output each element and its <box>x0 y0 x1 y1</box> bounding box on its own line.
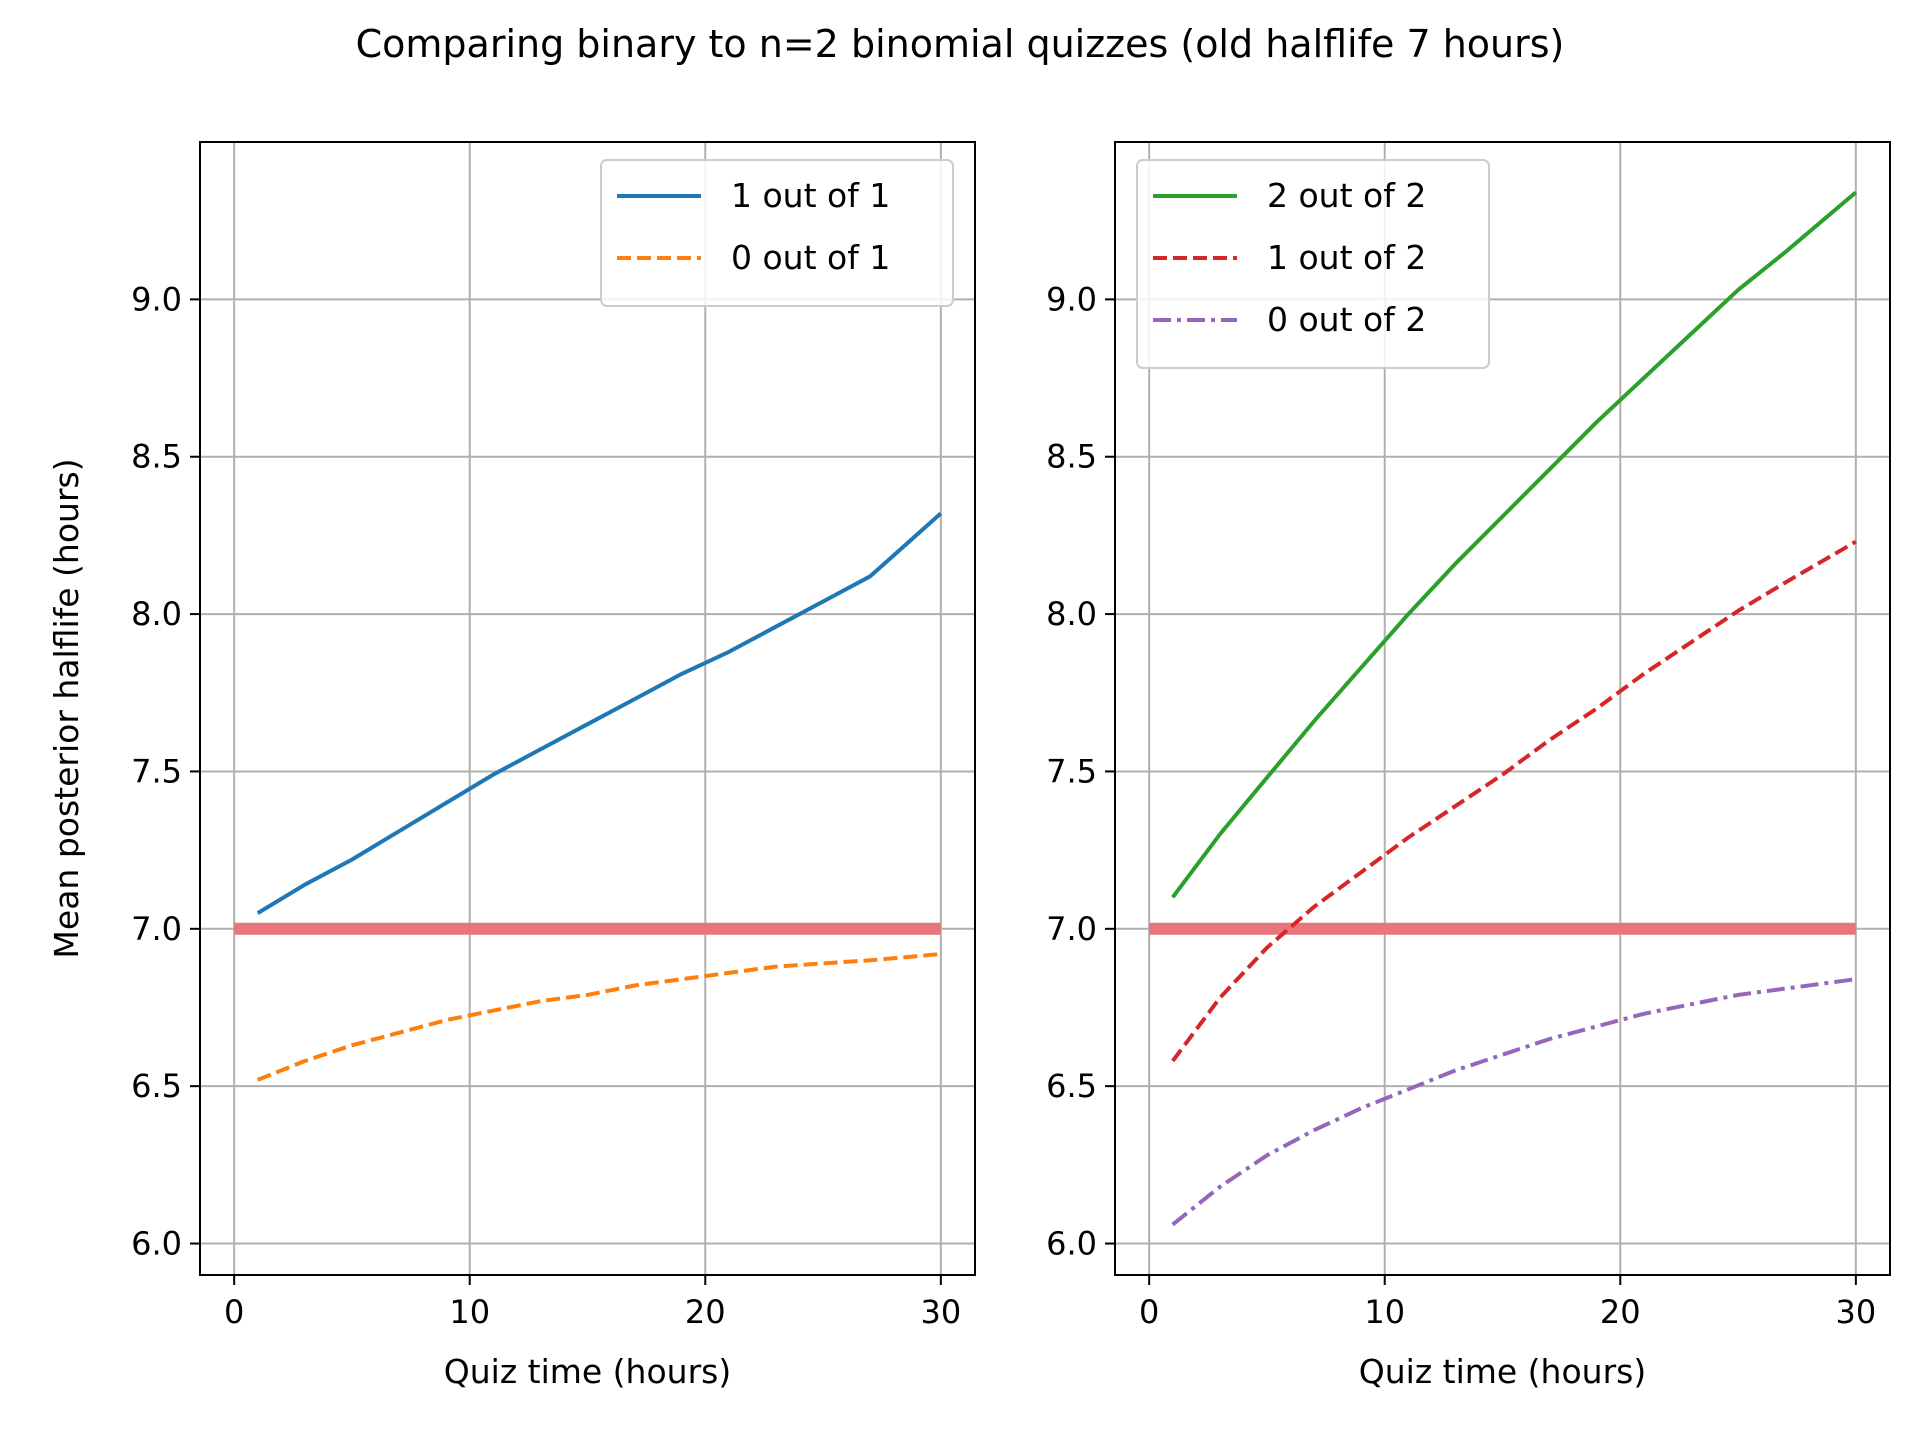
y-tick-label: 9.0 <box>1046 280 1097 318</box>
y-tick-label: 8.5 <box>1046 438 1097 476</box>
y-tick-label: 8.0 <box>1046 595 1097 633</box>
y-tick-label: 6.5 <box>131 1067 182 1105</box>
legend-label: 1 out of 2 <box>1267 238 1426 277</box>
legend-label: 0 out of 1 <box>731 238 890 277</box>
series-line <box>1171 539 1857 1063</box>
y-tick-label: 8.5 <box>131 438 182 476</box>
legend-label: 1 out of 1 <box>731 176 890 215</box>
x-tick-label: 0 <box>224 1293 244 1331</box>
legend-box <box>1136 159 1490 369</box>
x-tick-label: 30 <box>1835 1293 1876 1331</box>
y-tick-label: 8.0 <box>131 595 182 633</box>
y-tick-label: 7.0 <box>1046 910 1097 948</box>
y-tick-label: 7.0 <box>131 910 182 948</box>
axes-frame <box>1114 141 1891 1276</box>
x-tick-label: 10 <box>449 1293 490 1331</box>
legend-label: 2 out of 2 <box>1267 176 1426 215</box>
y-tick-label: 6.0 <box>1046 1225 1097 1263</box>
right-panel: 0 10 20 30 6.0 6.5 7.0 7.5 8.0 8.5 9.0 Quiz time (h… <box>1046 141 1891 1391</box>
figure-title: Comparing binary to n=2 binomial quizzes… <box>355 22 1565 66</box>
x-tick-label: 0 <box>1139 1293 1159 1331</box>
y-tick-label: 9.0 <box>131 280 182 318</box>
x-tick-label: 30 <box>920 1293 961 1331</box>
legend-label: 0 out of 2 <box>1267 300 1426 339</box>
series-line <box>1171 190 1858 899</box>
y-tick-label: 7.5 <box>1046 752 1097 790</box>
x-axis-label: Quiz time (hours) <box>1359 1352 1646 1391</box>
y-tick-label: 6.5 <box>1046 1067 1097 1105</box>
x-tick-label: 10 <box>1364 1293 1405 1331</box>
y-tick-label: 7.5 <box>131 752 182 790</box>
series-line <box>256 511 943 915</box>
x-tick-label: 20 <box>1600 1293 1641 1331</box>
y-tick-label: 6.0 <box>131 1225 182 1263</box>
series-line <box>256 952 941 1082</box>
left-panel: 0 10 20 30 6.0 6.5 7.0 7.5 8.0 8.5 9.0 Quiz time (h… <box>47 141 976 1391</box>
series-line <box>1171 977 1857 1227</box>
axes-frame <box>199 141 976 1276</box>
x-axis-label: Quiz time (hours) <box>444 1352 731 1391</box>
y-axis-label: Mean posterior halflife (hours) <box>47 458 86 958</box>
x-tick-label: 20 <box>685 1293 726 1331</box>
